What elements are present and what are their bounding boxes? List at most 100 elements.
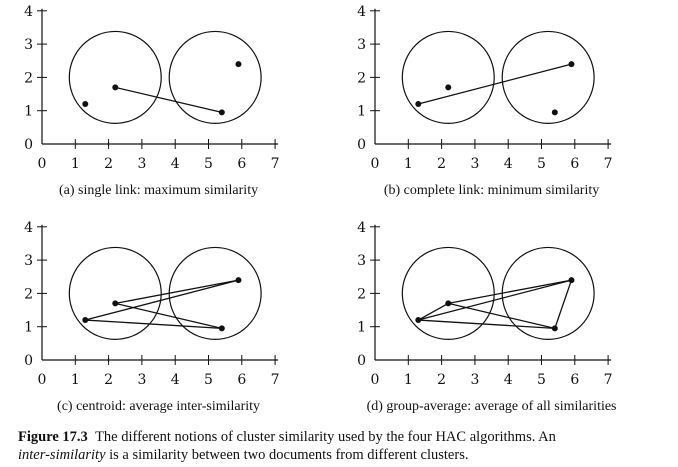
- y-tick-label: 0: [24, 353, 33, 369]
- x-tick-label: 2: [437, 372, 446, 388]
- x-tick-label: 1: [404, 156, 413, 172]
- similarity-link: [417, 302, 449, 321]
- x-tick-label: 7: [271, 372, 280, 388]
- panel-caption: (b) complete link: minimum similarity: [384, 183, 599, 198]
- x-tick-label: 0: [371, 156, 380, 172]
- panel-c: 0 1 2 3 4 5 6 7 0 1 2 3 4 (c) centroid: average inter…: [24, 220, 279, 414]
- x-tick-label: 1: [71, 372, 80, 388]
- figure-caption-term: inter-similarity: [18, 447, 106, 463]
- x-tick-label: 6: [237, 156, 246, 172]
- figure-caption-text: The different notions of cluster similar…: [95, 429, 556, 445]
- x-tick-label: 6: [570, 156, 579, 172]
- x-tick-label: 3: [470, 372, 479, 388]
- data-point: [568, 277, 575, 284]
- data-point: [445, 300, 452, 307]
- cluster-circle: [168, 30, 262, 124]
- cluster-circle: [68, 246, 162, 340]
- data-point: [235, 277, 242, 284]
- similarity-link: [448, 279, 572, 305]
- y-tick-label: 2: [24, 286, 33, 302]
- similarity-link: [418, 319, 555, 330]
- similarity-link: [418, 63, 572, 105]
- x-tick-label: 1: [404, 372, 413, 388]
- x-tick-label: 5: [204, 156, 213, 172]
- y-tick-label: 1: [357, 320, 366, 336]
- data-point: [112, 84, 119, 91]
- similarity-link: [115, 86, 222, 113]
- data-point: [415, 317, 422, 324]
- panel-a: 0 1 2 3 4 5 6 7 0 1 2 3 4 (a) single link: maximum si…: [24, 4, 279, 198]
- x-tick-label: 4: [171, 156, 180, 172]
- y-tick-label: 4: [24, 4, 33, 20]
- panel-caption: (c) centroid: average inter-similarity: [57, 399, 260, 414]
- cluster-circle: [401, 246, 495, 340]
- data-point: [551, 109, 558, 116]
- figure-caption-rest: is a similarity between two documents fr…: [109, 447, 469, 463]
- data-point: [415, 101, 422, 108]
- x-tick-label: 4: [504, 156, 513, 172]
- cluster-similarity-figure: 0 1 2 3 4 5 6 7 0 1 2 3 4 (a) single link: maximum si…: [24, 4, 616, 414]
- panel-caption: (d) group-average: average of all simila…: [367, 399, 617, 414]
- data-point: [445, 84, 452, 91]
- data-point: [112, 300, 119, 307]
- x-tick-label: 5: [537, 372, 546, 388]
- figure-label: Figure 17.3: [18, 429, 88, 445]
- y-tick-label: 3: [24, 253, 33, 269]
- x-tick-label: 6: [237, 372, 246, 388]
- y-tick-label: 1: [24, 104, 33, 120]
- y-tick-label: 3: [357, 253, 366, 269]
- data-point: [82, 317, 89, 324]
- x-tick-label: 3: [470, 156, 479, 172]
- data-point: [218, 109, 225, 116]
- x-tick-label: 5: [537, 156, 546, 172]
- x-tick-label: 7: [271, 156, 280, 172]
- cluster-circle: [501, 30, 595, 124]
- y-tick-label: 0: [24, 137, 33, 153]
- x-tick-label: 7: [604, 156, 613, 172]
- x-tick-label: 2: [104, 156, 113, 172]
- y-tick-label: 4: [357, 220, 366, 236]
- cluster-circle: [401, 30, 495, 124]
- x-tick-label: 0: [38, 156, 47, 172]
- similarity-link: [418, 279, 572, 321]
- similarity-link: [85, 279, 239, 321]
- x-tick-label: 3: [137, 156, 146, 172]
- x-tick-label: 4: [504, 372, 513, 388]
- data-point: [551, 325, 558, 332]
- similarity-link: [115, 279, 239, 305]
- panel-caption: (a) single link: maximum similarity: [59, 183, 258, 198]
- x-tick-label: 0: [371, 372, 380, 388]
- x-tick-label: 6: [570, 372, 579, 388]
- x-tick-label: 4: [171, 372, 180, 388]
- y-tick-label: 2: [24, 70, 33, 86]
- similarity-link: [85, 319, 222, 330]
- y-tick-label: 1: [24, 320, 33, 336]
- y-tick-label: 2: [357, 286, 366, 302]
- similarity-link: [554, 279, 573, 329]
- panel-b: 0 1 2 3 4 5 6 7 0 1 2 3 4 (b) complete link: minimum …: [357, 4, 612, 198]
- y-tick-label: 4: [24, 220, 33, 236]
- x-tick-label: 7: [604, 372, 613, 388]
- x-tick-label: 2: [437, 156, 446, 172]
- similarity-link: [448, 302, 555, 329]
- figure-caption: Figure 17.3 The different notions of clu…: [18, 428, 670, 464]
- panel-d: 0 1 2 3 4 5 6 7 0 1 2 3 4 (d) group-average: average …: [357, 220, 616, 414]
- y-tick-label: 4: [357, 4, 366, 20]
- data-point: [218, 325, 225, 332]
- similarity-link: [115, 302, 222, 329]
- data-point: [235, 61, 242, 68]
- x-tick-label: 2: [104, 372, 113, 388]
- y-tick-label: 3: [357, 37, 366, 53]
- data-point: [568, 61, 575, 68]
- cluster-circle: [68, 30, 162, 124]
- y-tick-label: 1: [357, 104, 366, 120]
- y-tick-label: 0: [357, 353, 366, 369]
- y-tick-label: 3: [24, 37, 33, 53]
- x-tick-label: 0: [38, 372, 47, 388]
- y-tick-label: 2: [357, 70, 366, 86]
- data-point: [82, 101, 89, 108]
- x-tick-label: 3: [137, 372, 146, 388]
- x-tick-label: 5: [204, 372, 213, 388]
- x-tick-label: 1: [71, 156, 80, 172]
- y-tick-label: 0: [357, 137, 366, 153]
